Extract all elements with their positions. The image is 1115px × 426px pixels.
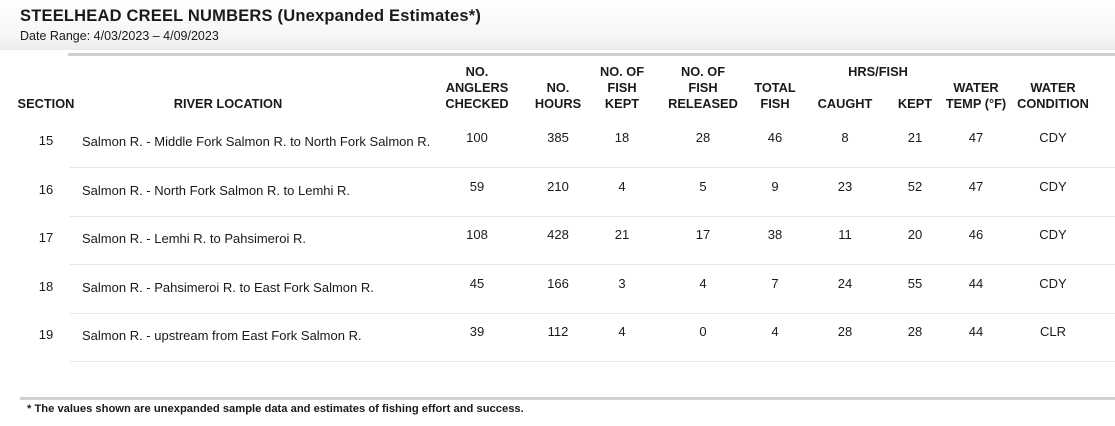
cell-caught: 28 bbox=[837, 324, 853, 339]
col-header-total: TOTAL FISH bbox=[715, 80, 835, 112]
col-header-line: NO. OF bbox=[680, 64, 726, 79]
col-header-line: KEPT bbox=[604, 96, 640, 111]
col-header-released: NO. OF FISH RELEASED bbox=[643, 64, 763, 112]
cell-section: 19 bbox=[38, 327, 54, 342]
col-header-caught: CAUGHT bbox=[785, 96, 905, 112]
col-header-line: TEMP (°F) bbox=[945, 96, 1007, 111]
cell-river-location: Salmon R. - Lemhi R. to Pahsimeroi R. bbox=[82, 231, 306, 246]
cell-hours: 385 bbox=[547, 130, 569, 145]
col-header-temp: WATER TEMP (°F) bbox=[916, 80, 1036, 112]
cell-hours: 112 bbox=[547, 324, 569, 339]
footer-divider bbox=[20, 397, 1115, 400]
cell-section: 18 bbox=[38, 278, 54, 294]
col-header-line: FISH bbox=[607, 80, 637, 95]
col-header-hf-kept: KEPT bbox=[855, 96, 975, 112]
cell-section: 15 bbox=[38, 133, 54, 148]
footnote: * The values shown are unexpanded sample… bbox=[27, 403, 524, 415]
cell-hf-kept: 52 bbox=[907, 178, 923, 194]
cell-kept: 21 bbox=[614, 227, 630, 242]
col-header-condition: WATER CONDITION bbox=[993, 80, 1113, 112]
cell-temp: 44 bbox=[968, 275, 984, 291]
cell-kept: 4 bbox=[618, 324, 626, 339]
cell-released: 0 bbox=[699, 324, 707, 339]
cell-total: 9 bbox=[771, 178, 779, 194]
cell-total: 4 bbox=[771, 324, 779, 339]
cell-condition: CDY bbox=[1039, 178, 1067, 194]
cell-hf-kept: 28 bbox=[907, 324, 923, 339]
cell-condition: CDY bbox=[1039, 227, 1067, 242]
row-divider bbox=[70, 167, 1115, 168]
col-header-line: SECTION bbox=[17, 96, 75, 111]
cell-total: 7 bbox=[771, 275, 779, 291]
cell-caught: 24 bbox=[837, 275, 853, 291]
cell-released: 5 bbox=[699, 178, 707, 194]
cell-condition: CDY bbox=[1039, 130, 1067, 145]
col-header-line: RIVER LOCATION bbox=[173, 96, 283, 111]
col-header-section: SECTION bbox=[0, 96, 106, 112]
col-header-line: RELEASED bbox=[668, 96, 738, 111]
cell-anglers: 59 bbox=[469, 178, 485, 194]
col-header-line: FISH bbox=[760, 96, 790, 111]
cell-released: 28 bbox=[695, 130, 711, 145]
col-header-kept: NO. OF FISH KEPT bbox=[562, 64, 682, 112]
header-divider bbox=[68, 53, 1115, 56]
cell-kept: 4 bbox=[618, 178, 626, 194]
cell-caught: 11 bbox=[838, 227, 852, 242]
cell-condition: CDY bbox=[1039, 275, 1067, 291]
cell-released: 17 bbox=[695, 227, 711, 242]
cell-hours: 428 bbox=[547, 227, 569, 242]
cell-condition: CLR bbox=[1039, 324, 1066, 339]
cell-caught: 23 bbox=[837, 178, 853, 194]
cell-anglers: 45 bbox=[469, 275, 485, 291]
cell-section: 16 bbox=[38, 181, 54, 197]
col-header-line: WATER bbox=[953, 80, 999, 95]
col-header-location: RIVER LOCATION bbox=[168, 96, 288, 112]
date-range: Date Range: 4/03/2023 – 4/09/2023 bbox=[20, 29, 219, 43]
row-divider bbox=[70, 361, 1115, 362]
cell-hf-kept: 20 bbox=[907, 227, 923, 242]
row-divider bbox=[70, 312, 1115, 314]
cell-hours: 166 bbox=[547, 275, 569, 291]
row-divider bbox=[70, 215, 1115, 217]
page-title: STEELHEAD CREEL NUMBERS (Unexpanded Esti… bbox=[20, 7, 482, 25]
cell-temp: 47 bbox=[968, 130, 984, 145]
cell-caught: 8 bbox=[841, 130, 849, 145]
cell-kept: 3 bbox=[618, 275, 626, 291]
col-header-line: CAUGHT bbox=[817, 96, 873, 111]
cell-river-location: Salmon R. - upstream from East Fork Salm… bbox=[82, 328, 362, 343]
cell-river-location: Salmon R. - Middle Fork Salmon R. to Nor… bbox=[82, 134, 431, 149]
cell-anglers: 100 bbox=[466, 130, 488, 145]
col-header-line: NO. bbox=[546, 80, 570, 95]
row-divider bbox=[70, 264, 1115, 265]
cell-released: 4 bbox=[699, 275, 707, 291]
cell-temp: 46 bbox=[968, 227, 984, 242]
col-header-anglers: NO. ANGLERS CHECKED bbox=[417, 64, 537, 112]
col-header-line: KEPT bbox=[897, 96, 933, 111]
cell-anglers: 108 bbox=[466, 227, 488, 242]
col-header-line: NO. OF bbox=[599, 64, 645, 79]
col-header-line: FISH bbox=[688, 80, 718, 95]
header-band bbox=[0, 0, 1115, 50]
col-header-line: WATER bbox=[1030, 80, 1076, 95]
cell-kept: 18 bbox=[614, 130, 630, 145]
cell-river-location: Salmon R. - North Fork Salmon R. to Lemh… bbox=[82, 182, 351, 198]
cell-river-location: Salmon R. - Pahsimeroi R. to East Fork S… bbox=[82, 279, 374, 295]
cell-section: 17 bbox=[38, 230, 54, 245]
cell-temp: 47 bbox=[968, 178, 984, 194]
cell-total: 38 bbox=[767, 227, 783, 242]
col-header-line: TOTAL bbox=[754, 80, 796, 95]
col-header-line: CHECKED bbox=[445, 96, 509, 111]
col-header-line: ANGLERS bbox=[445, 80, 509, 95]
cell-temp: 44 bbox=[968, 324, 984, 339]
cell-total: 46 bbox=[767, 130, 783, 145]
col-group-header-hrs-fish: HRS/FISH bbox=[848, 64, 908, 79]
col-header-line: NO. bbox=[465, 64, 489, 79]
cell-hours: 210 bbox=[547, 178, 569, 194]
col-header-hours: NO. HOURS bbox=[498, 80, 618, 112]
cell-hf-kept: 55 bbox=[907, 275, 923, 291]
cell-anglers: 39 bbox=[469, 324, 485, 339]
col-header-line: HOURS bbox=[534, 96, 582, 111]
cell-hf-kept: 21 bbox=[907, 130, 923, 145]
col-header-line: CONDITION bbox=[1017, 96, 1089, 111]
